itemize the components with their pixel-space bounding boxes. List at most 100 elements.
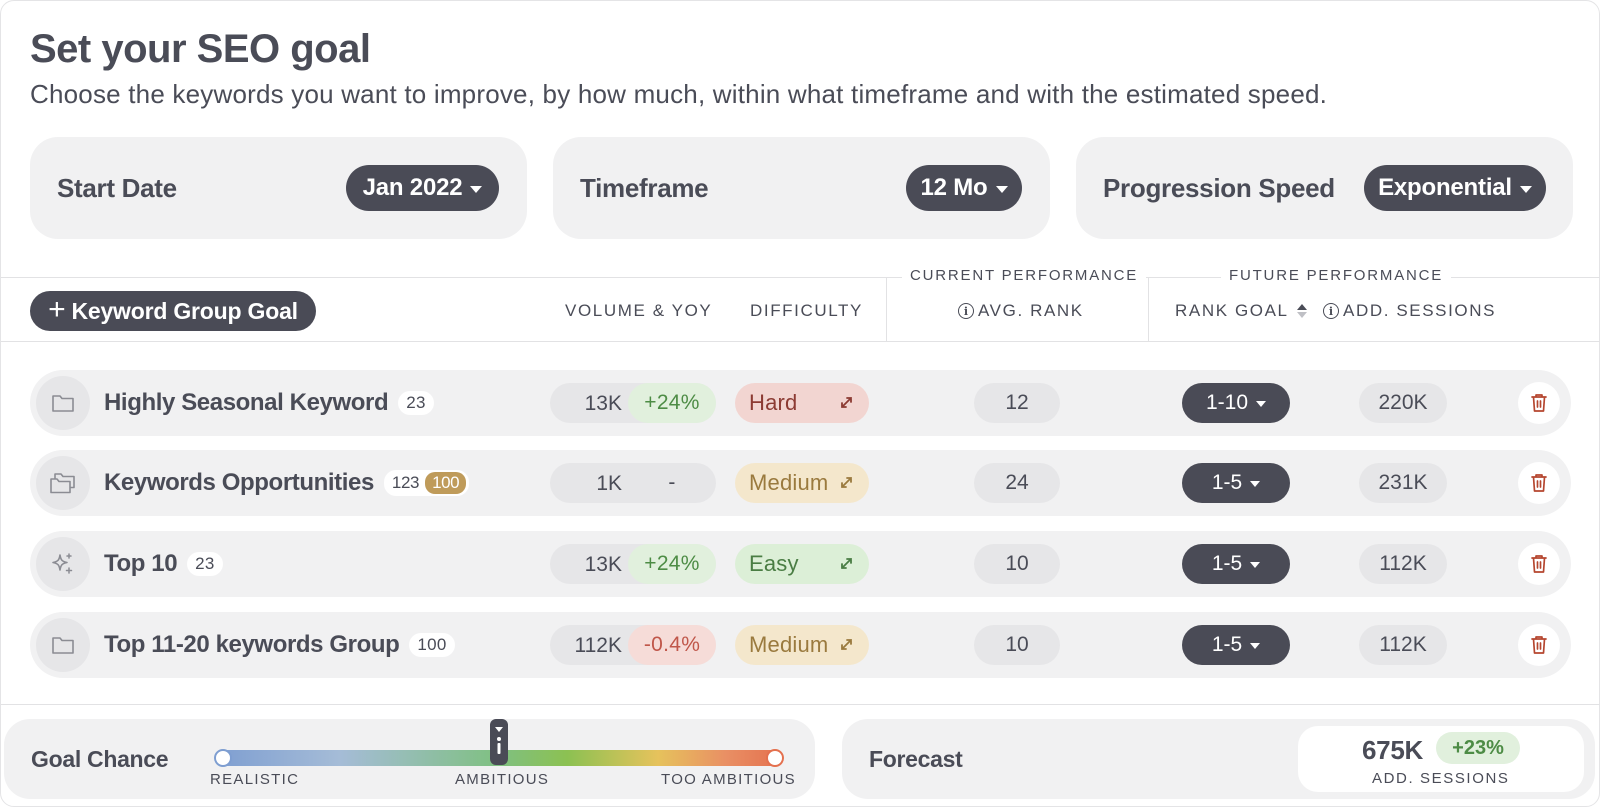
chevron-down-icon [1250, 562, 1261, 568]
difficulty-label: Medium [749, 470, 829, 495]
scale-realistic: REALISTIC [210, 771, 300, 788]
rank-goal-dropdown[interactable]: 1-5 [1182, 463, 1290, 503]
avg-rank-value: 24 [974, 463, 1060, 503]
row-name: Top 10 23 [104, 550, 223, 578]
divider [886, 277, 887, 341]
rank-goal-dropdown[interactable]: 1-5 [1182, 544, 1290, 584]
table-row[interactable]: Keywords Opportunities 123 100 1K - Medi… [30, 450, 1571, 516]
start-date-value: Jan 2022 [362, 174, 463, 201]
yoy-value: -0.4% [628, 625, 716, 665]
info-icon[interactable]: i [1323, 303, 1339, 319]
current-performance-header: CURRENT PERFORMANCE [902, 267, 1147, 284]
table-row[interactable]: Top 11-20 keywords Group 100 112K -0.4% … [30, 612, 1571, 678]
volume-pill: 13K +24% [550, 383, 716, 423]
divider [1, 277, 1600, 278]
chevron-down-icon [1250, 481, 1261, 487]
yoy-value: - [668, 471, 676, 494]
group-name: Top 10 [104, 550, 178, 577]
start-date-label: Start Date [57, 173, 177, 203]
add-keyword-group-label: Keyword Group Goal [71, 297, 298, 324]
table-row[interactable]: Highly Seasonal Keyword 23 13K +24% Hard… [30, 370, 1571, 436]
difficulty-pill[interactable]: Medium [735, 463, 869, 503]
delete-button[interactable] [1518, 462, 1560, 504]
chevron-down-icon [995, 185, 1008, 193]
volume-pill: 1K - [550, 463, 716, 503]
volume-pill: 112K -0.4% [550, 625, 716, 665]
chevron-down-icon [1250, 643, 1261, 649]
column-avg-rank: i AVG. RANK [958, 301, 1084, 321]
row-name: Highly Seasonal Keyword 23 [104, 389, 434, 417]
volume-pill: 13K +24% [550, 544, 716, 584]
trash-icon [1531, 555, 1547, 573]
rank-goal-dropdown[interactable]: 1-5 [1182, 625, 1290, 665]
keyword-count: 100 [409, 633, 455, 657]
avg-rank-value: 10 [974, 625, 1060, 665]
expand-icon[interactable] [838, 636, 855, 653]
progression-speed-dropdown[interactable]: Exponential [1364, 165, 1546, 211]
row-name: Top 11-20 keywords Group 100 [104, 631, 455, 659]
divider [1, 341, 1600, 342]
sort-icon[interactable] [1296, 304, 1307, 318]
info-icon[interactable]: i [958, 303, 974, 319]
rank-goal-value: 1-10 [1205, 391, 1249, 414]
column-difficulty-label: DIFFICULTY [750, 301, 863, 320]
trash-icon [1531, 394, 1547, 412]
start-date-dropdown[interactable]: Jan 2022 [346, 165, 499, 211]
rank-goal-value: 1-5 [1211, 633, 1243, 656]
trash-icon [1531, 474, 1547, 492]
keyword-count-value: 123 [391, 473, 420, 492]
forecast-sub-label: ADD. SESSIONS [1372, 770, 1510, 787]
plus-icon: + [48, 292, 66, 326]
column-rank-goal[interactable]: RANK GOAL [1175, 301, 1307, 321]
goal-chance-label: Goal Chance [31, 746, 169, 772]
column-volume-label: VOLUME & YOY [565, 301, 713, 320]
difficulty-label: Medium [749, 632, 829, 657]
start-date-card: Start Date Jan 2022 [30, 137, 527, 239]
volume-value: 1K [596, 472, 622, 495]
rank-goal-dropdown[interactable]: 1-10 [1182, 383, 1290, 423]
table-row[interactable]: Top 10 23 13K +24% Easy 10 1-5 112K [30, 531, 1571, 597]
volume-value: 13K [584, 553, 622, 576]
delete-button[interactable] [1518, 624, 1560, 666]
group-name: Keywords Opportunities [104, 469, 374, 496]
divider [1, 704, 1600, 705]
avg-rank-value: 10 [974, 544, 1060, 584]
group-name: Highly Seasonal Keyword [104, 389, 389, 416]
range-end-dot [766, 749, 784, 767]
sparkle-icon [36, 537, 90, 591]
expand-icon[interactable] [838, 474, 855, 491]
chevron-down-icon [1256, 401, 1267, 407]
rank-goal-value: 1-5 [1211, 552, 1243, 575]
column-add-sessions-label: ADD. SESSIONS [1343, 301, 1497, 320]
column-difficulty: DIFFICULTY [750, 301, 863, 321]
trash-icon [1531, 636, 1547, 654]
difficulty-pill[interactable]: Medium [735, 625, 869, 665]
future-performance-header: FUTURE PERFORMANCE [1221, 267, 1452, 284]
difficulty-label: Easy [749, 551, 799, 576]
add-sessions-value: 112K [1359, 625, 1447, 665]
volume-value: 112K [574, 634, 623, 657]
timeframe-card: Timeframe 12 Mo [553, 137, 1050, 239]
forecast-summary: 675K +23% ADD. SESSIONS [1298, 726, 1584, 792]
add-sessions-value: 112K [1359, 544, 1447, 584]
forecast-delta: +23% [1436, 732, 1520, 764]
add-keyword-group-button[interactable]: + Keyword Group Goal [30, 291, 316, 331]
delete-button[interactable] [1518, 543, 1560, 585]
scale-too-ambitious: TOO AMBITIOUS [661, 771, 796, 788]
chevron-down-icon [1519, 185, 1532, 193]
forecast-value: 675K [1362, 735, 1423, 765]
expand-icon[interactable] [838, 555, 855, 572]
forecast-card: Forecast 675K +23% ADD. SESSIONS [842, 719, 1595, 799]
folder-icon [36, 376, 90, 430]
timeframe-dropdown[interactable]: 12 Mo [906, 165, 1022, 211]
difficulty-pill[interactable]: Hard [735, 383, 869, 423]
expand-icon[interactable] [838, 394, 855, 411]
column-volume-yoy: VOLUME & YOY [565, 301, 712, 321]
yoy-value: +24% [628, 383, 716, 423]
goal-chance-slider-handle[interactable] [490, 719, 508, 765]
delete-button[interactable] [1518, 382, 1560, 424]
info-icon [495, 727, 503, 754]
divider [1148, 277, 1149, 341]
difficulty-pill[interactable]: Easy [735, 544, 869, 584]
